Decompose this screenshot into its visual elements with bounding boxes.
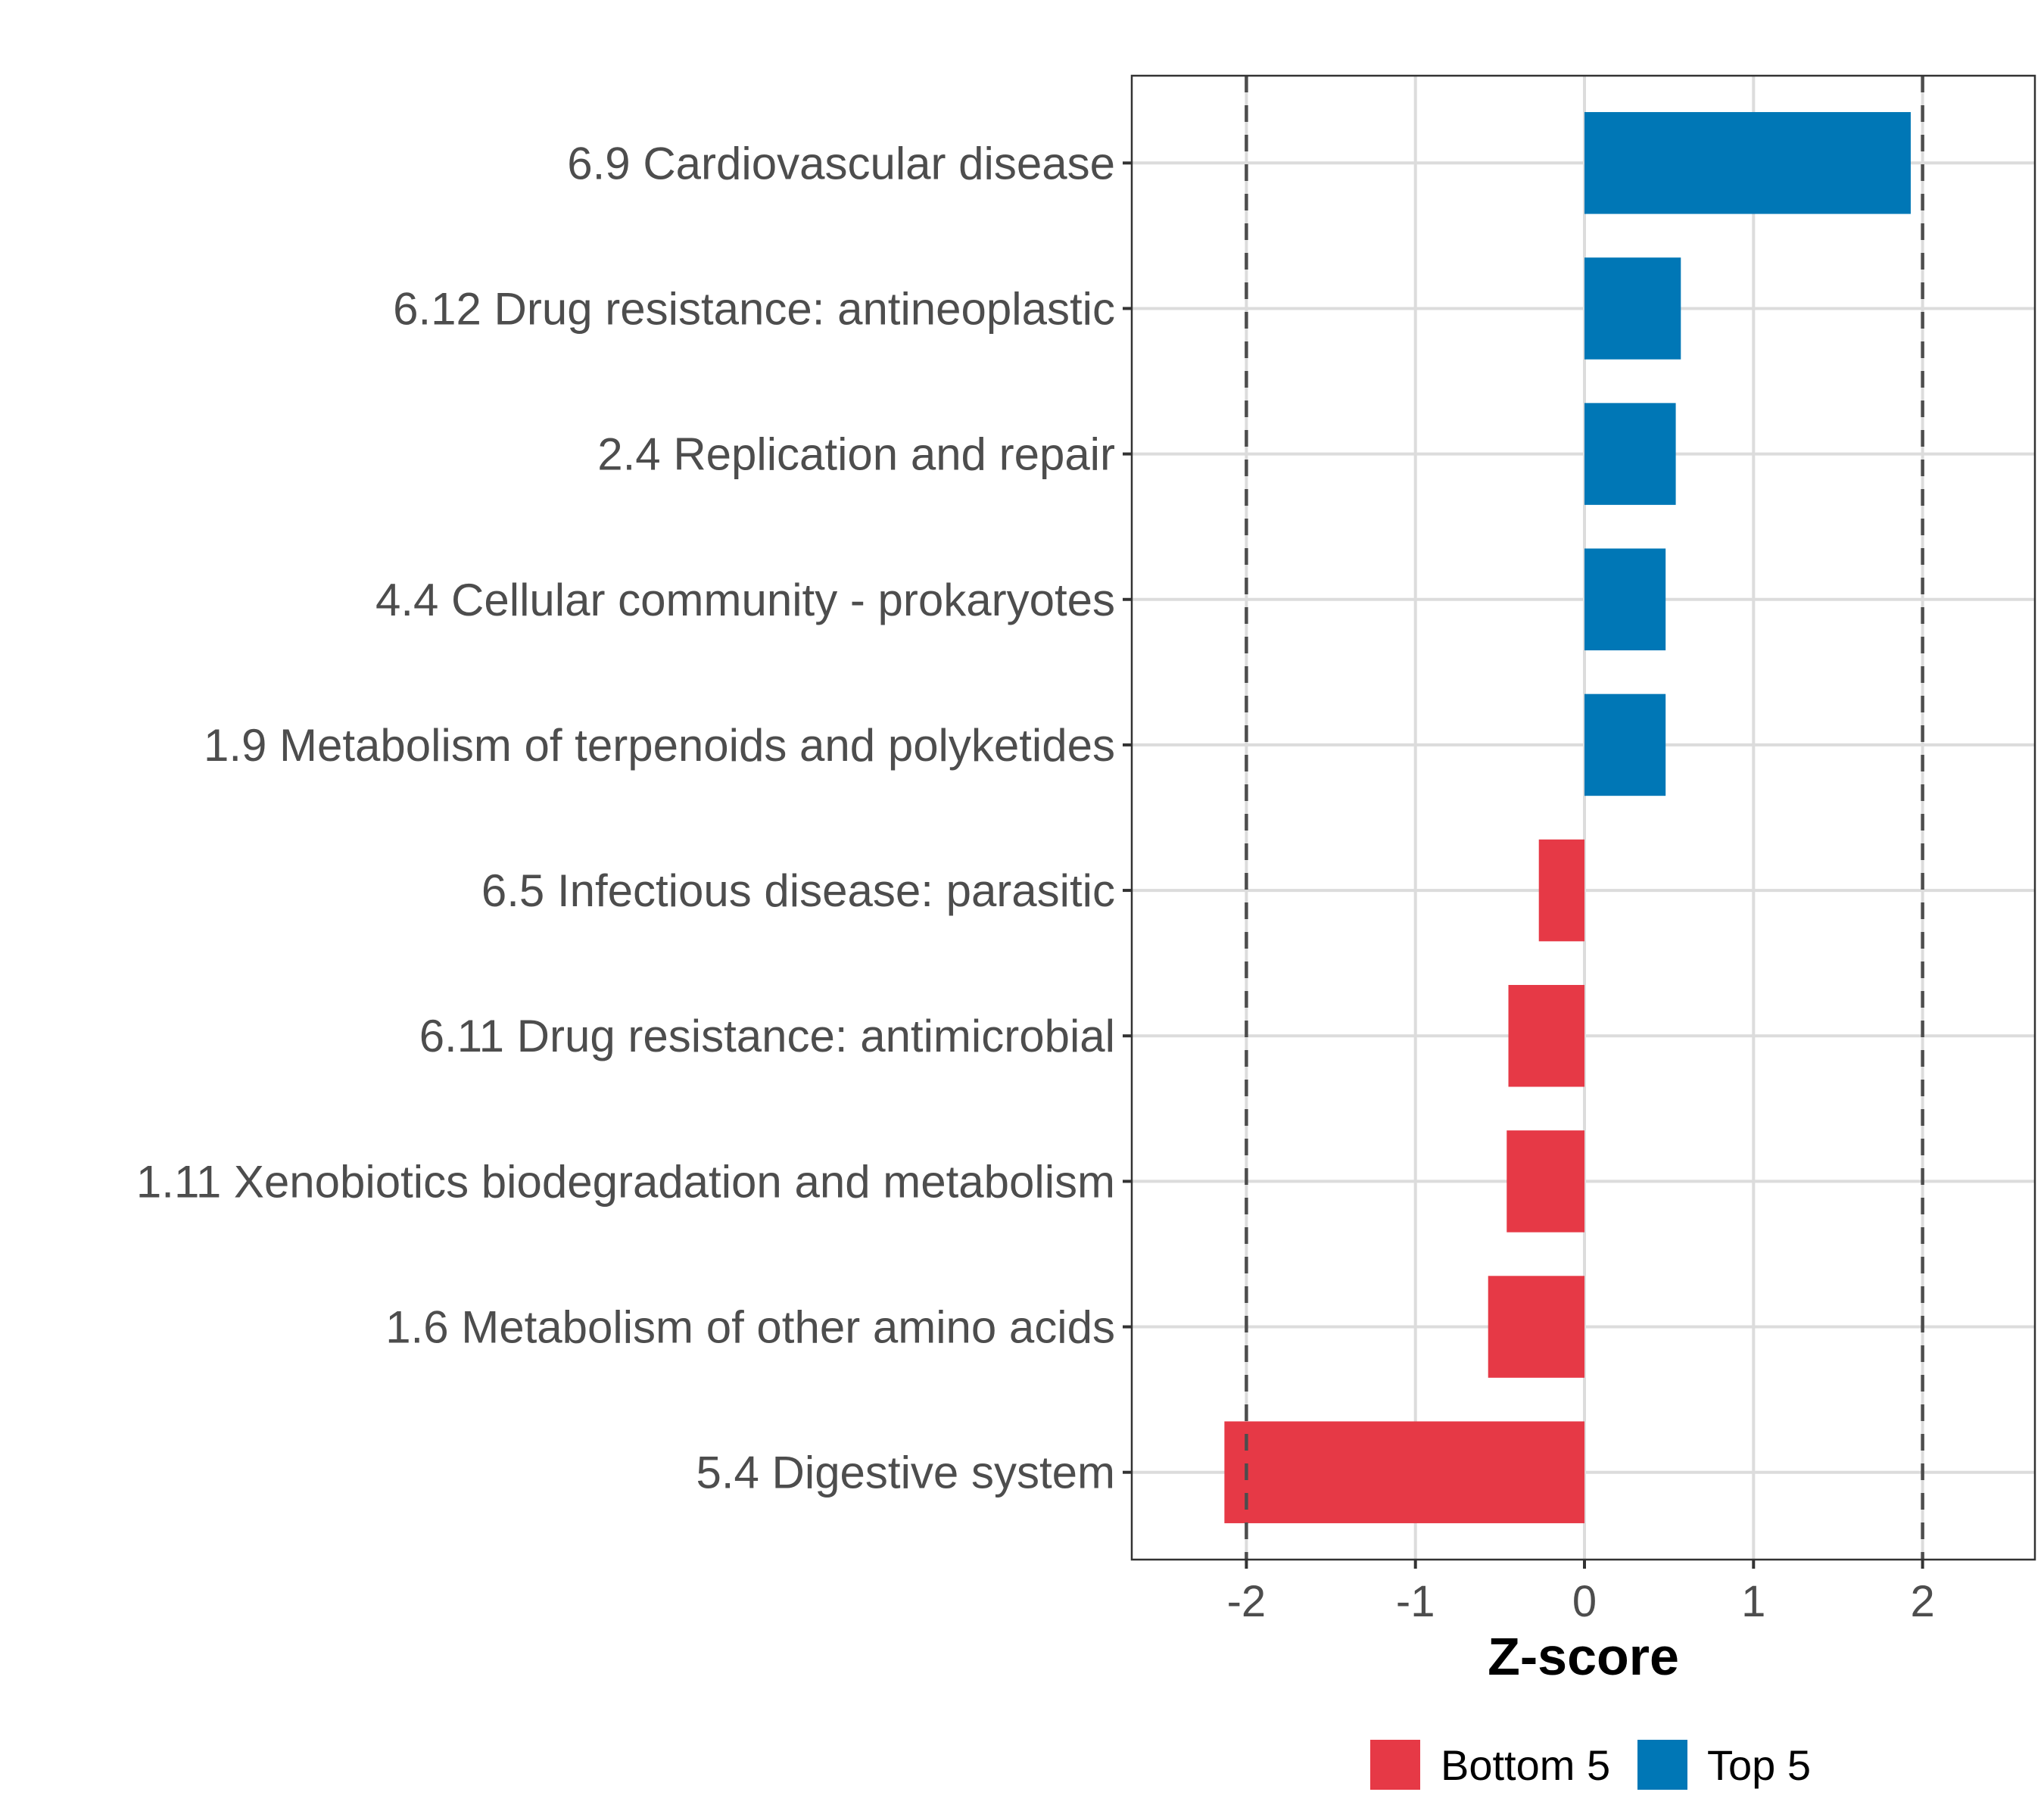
x-tick-label: 0 xyxy=(1572,1577,1597,1626)
x-axis-title: Z-score xyxy=(1488,1627,1679,1686)
bar-top5 xyxy=(1584,403,1676,505)
bars-layer xyxy=(1224,112,1911,1523)
bar-top5 xyxy=(1584,693,1666,796)
bar-bottom5 xyxy=(1507,1130,1584,1233)
y-tick-label: 1.6 Metabolism of other amino acids xyxy=(385,1302,1115,1353)
y-axis: 6.9 Cardiovascular disease 6.12 Drug resi… xyxy=(136,138,1132,1498)
x-axis: -2 -1 0 1 2 xyxy=(1227,1560,1935,1626)
y-tick-label: 1.11 Xenobiotics biodegradation and meta… xyxy=(136,1156,1115,1207)
bar-bottom5 xyxy=(1224,1421,1584,1523)
legend-swatch xyxy=(1370,1740,1420,1790)
x-tick-label: -1 xyxy=(1396,1577,1435,1626)
y-tick-label: 5.4 Digestive system xyxy=(696,1448,1115,1498)
x-tick-label: 2 xyxy=(1910,1577,1934,1626)
y-tick-label: 1.9 Metabolism of terpenoids and polyket… xyxy=(204,720,1115,771)
y-tick-label: 6.11 Drug resistance: antimicrobial xyxy=(419,1011,1115,1061)
bar-bottom5 xyxy=(1508,984,1584,1087)
legend-label: Bottom 5 xyxy=(1441,1741,1610,1789)
y-tick-label: 6.12 Drug resistance: antineoplastic xyxy=(393,283,1115,334)
legend-swatch xyxy=(1637,1740,1687,1790)
legend-label: Top 5 xyxy=(1707,1741,1811,1789)
reference-lines xyxy=(1245,76,1924,1560)
y-tick-label: 6.9 Cardiovascular disease xyxy=(567,138,1115,189)
bar-top5 xyxy=(1584,112,1911,214)
bar-bottom5 xyxy=(1488,1276,1584,1378)
legend: Bottom 5 Top 5 xyxy=(1370,1740,1811,1790)
y-tick-label: 6.5 Infectious disease: parasitic xyxy=(481,865,1115,916)
y-tick-label: 4.4 Cellular community - prokaryotes xyxy=(375,575,1115,625)
y-tick-label: 2.4 Replication and repair xyxy=(597,429,1115,480)
bar-bottom5 xyxy=(1538,839,1584,942)
bar-top5 xyxy=(1584,548,1666,651)
x-tick-label: 1 xyxy=(1741,1577,1765,1626)
x-tick-label: -2 xyxy=(1227,1577,1267,1626)
bar-top5 xyxy=(1584,257,1681,360)
